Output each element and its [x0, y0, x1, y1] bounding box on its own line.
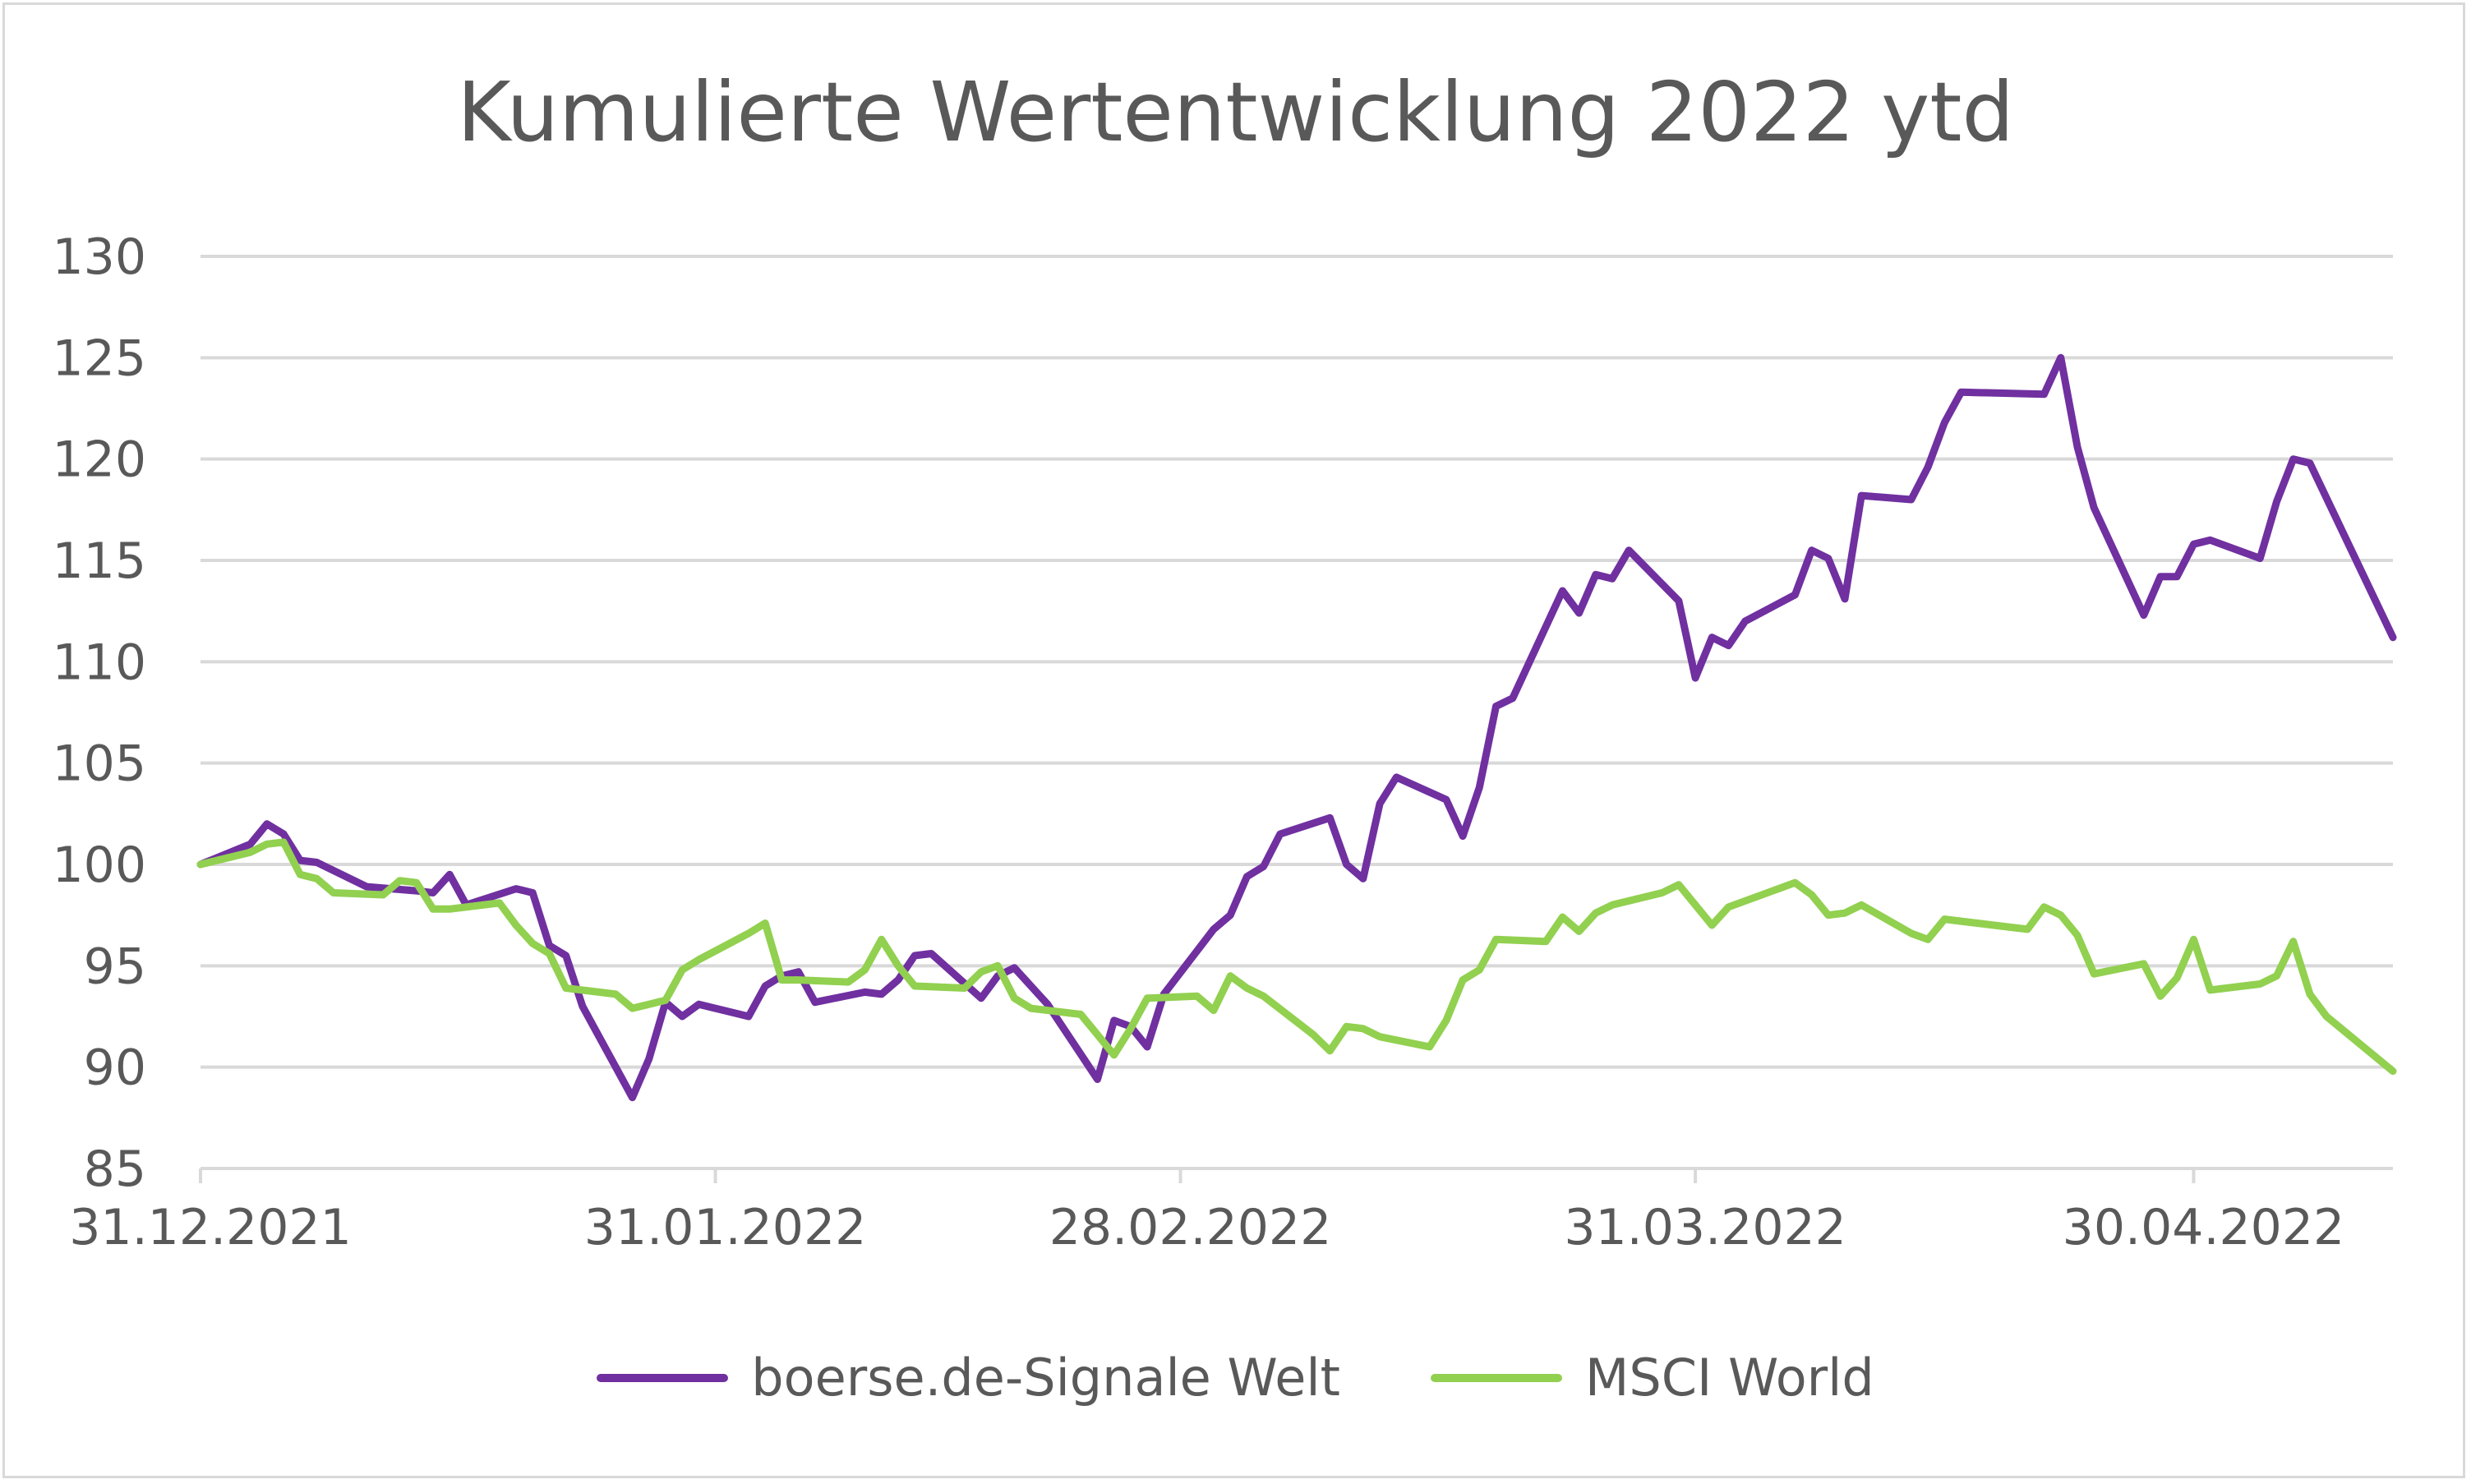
- series-lines: [196, 353, 2397, 1102]
- legend-item-msci-world: MSCI World: [1430, 1348, 1874, 1408]
- y-tick-label-110: 110: [52, 634, 146, 691]
- chart-title: Kumulierte Wertentwicklung 2022 ytd: [457, 64, 2014, 160]
- y-tick-label-85: 85: [84, 1141, 146, 1198]
- legend-item-boerse-signale: boerse.de-Signale Welt: [597, 1348, 1340, 1408]
- x-tick-label-4: 30.04.2022: [2063, 1199, 2345, 1256]
- x-tick-label-0: 31.12.2021: [69, 1199, 352, 1256]
- y-tick-label-100: 100: [52, 836, 146, 894]
- legend-label-boerse-signale: boerse.de-Signale Welt: [751, 1348, 1340, 1408]
- series-line-0: [196, 353, 2397, 1102]
- legend-swatch-msci-world: [1430, 1373, 1562, 1382]
- axes: 85 90 95 100 105 110 115 120 125 130 31.12.2021 31.…: [52, 228, 2393, 1256]
- x-tick-label-3: 31.03.2022: [1564, 1199, 1846, 1256]
- y-tick-label-115: 115: [52, 532, 146, 590]
- y-tick-label-125: 125: [52, 330, 146, 387]
- y-tick-label-90: 90: [84, 1039, 146, 1097]
- x-tick-label-2: 28.02.2022: [1049, 1199, 1332, 1256]
- y-tick-label-105: 105: [52, 735, 146, 793]
- legend-label-msci-world: MSCI World: [1584, 1348, 1874, 1408]
- legend-swatch-boerse-signale: [597, 1373, 729, 1382]
- legend: boerse.de-Signale Welt MSCI World: [0, 1348, 2471, 1408]
- y-tick-label-95: 95: [84, 938, 146, 995]
- y-tick-label-120: 120: [52, 431, 146, 489]
- series-line-1: [196, 838, 2397, 1076]
- y-tick-label-130: 130: [52, 228, 146, 286]
- x-tick-label-1: 31.01.2022: [584, 1199, 867, 1256]
